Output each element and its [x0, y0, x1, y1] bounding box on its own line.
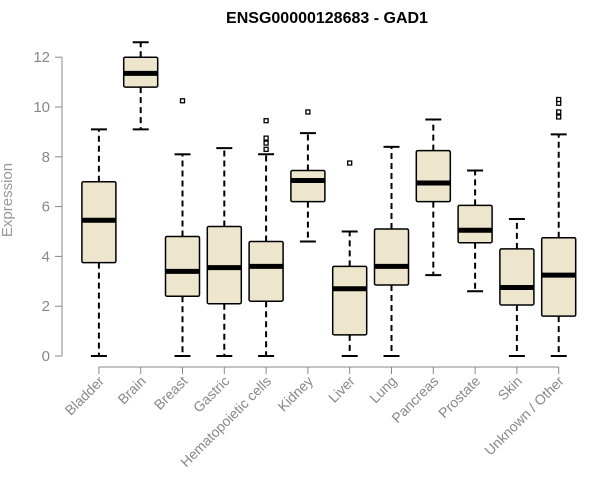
- box-3: [206, 147, 243, 357]
- iqr-box: [164, 235, 201, 297]
- x-tick-label: Kidney: [274, 373, 316, 415]
- box-layer: [81, 41, 577, 357]
- x-tick-label: Unknown / Other: [481, 373, 567, 459]
- iqr-box: [373, 228, 410, 286]
- outlier-point: [556, 96, 562, 103]
- outlier-point: [556, 114, 562, 120]
- x-tick-label: Breast: [151, 373, 191, 413]
- iqr-box: [331, 265, 368, 336]
- box-10: [499, 218, 535, 357]
- outlier-point: [263, 146, 269, 152]
- outlier-point: [263, 118, 269, 124]
- iqr-box: [415, 149, 452, 203]
- box-6: [331, 160, 368, 357]
- iqr-box: [248, 240, 284, 302]
- iqr-box: [499, 248, 535, 306]
- x-tick-label: Skin: [494, 373, 525, 404]
- y-tick-label: 10: [33, 99, 50, 116]
- outlier-point: [263, 135, 269, 141]
- outlier-point: [556, 109, 562, 115]
- y-tick-label: 8: [42, 149, 50, 166]
- iqr-box: [290, 169, 326, 203]
- y-tick-label: 2: [42, 298, 50, 315]
- box-5: [290, 109, 326, 243]
- outlier-point: [179, 98, 186, 104]
- y-tick-label: 0: [42, 348, 50, 365]
- chart-title: ENSG00000128683 - GAD1: [226, 10, 428, 27]
- x-tick-label: Liver: [325, 373, 358, 406]
- box-8: [415, 118, 452, 277]
- y-tick-label: 12: [33, 49, 50, 66]
- box-7: [373, 145, 410, 357]
- outlier-point: [305, 109, 311, 115]
- x-tick-label: Lung: [366, 373, 399, 406]
- y-tick-label: 4: [42, 248, 50, 265]
- y-axis-label: Expression: [0, 163, 16, 237]
- box-4: [248, 118, 284, 357]
- x-tick-label: Bladder: [62, 373, 108, 419]
- box-0: [81, 128, 117, 357]
- box-11: [540, 96, 577, 357]
- outlier-point: [347, 160, 353, 166]
- x-tick-label: Brain: [114, 373, 148, 407]
- y-tick-label: 6: [42, 199, 50, 216]
- box-9: [457, 169, 493, 293]
- outlier-point: [263, 140, 269, 146]
- x-tick-label: Prostate: [435, 373, 483, 421]
- iqr-box: [457, 204, 493, 244]
- box-2: [164, 98, 201, 357]
- box-1: [122, 41, 159, 131]
